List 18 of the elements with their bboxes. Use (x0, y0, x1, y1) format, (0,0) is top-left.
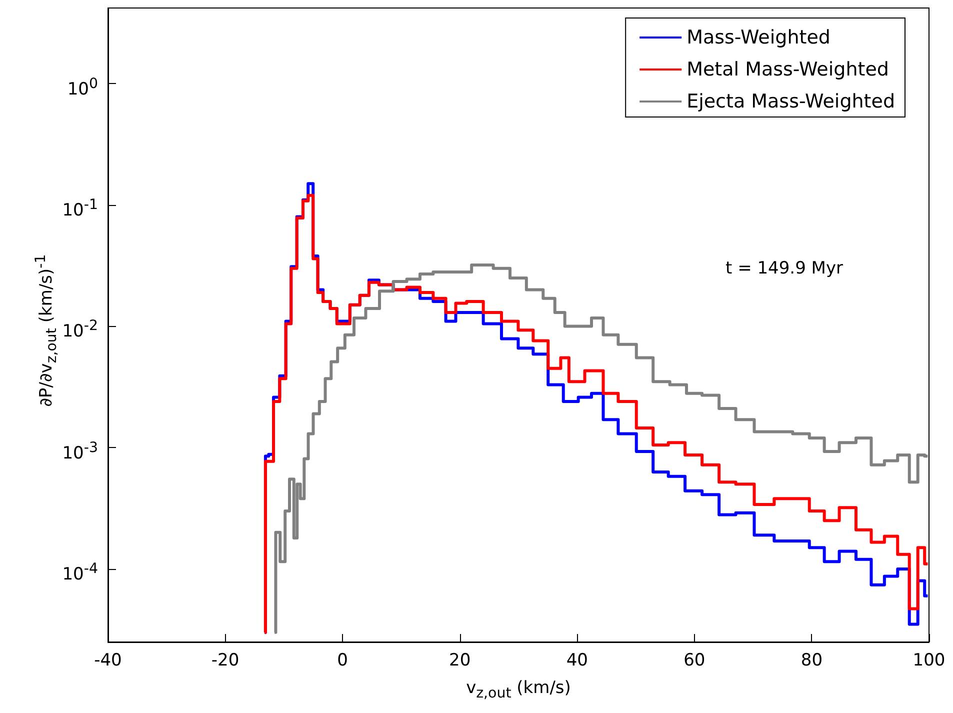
legend-label: Ejecta Mass-Weighted (686, 90, 896, 112)
x-tick-label: 60 (684, 650, 706, 670)
x-tick-label: 100 (912, 650, 946, 670)
y-tick-label: 10$^{-4}$ (62, 560, 98, 586)
y-tick-label: 10$^{0}$ (67, 74, 98, 100)
y-tick-label: 10$^{-2}$ (62, 317, 98, 343)
annotation: t = 149.9 Myr (725, 258, 844, 278)
x-tick-label: 80 (800, 650, 823, 670)
x-tick-label: 40 (566, 650, 588, 670)
x-tick-label: -40 (94, 650, 122, 670)
legend-label: Mass-Weighted (686, 26, 830, 48)
x-tick-label: -20 (211, 650, 240, 670)
y-tick-label: 10$^{-1}$ (62, 196, 98, 222)
legend-label: Metal Mass-Weighted (686, 58, 889, 80)
y-tick-label: 10$^{-3}$ (62, 438, 98, 464)
x-axis-title: v$_{z,out}$ (km/s) (466, 678, 571, 702)
x-tick-label: 0 (337, 650, 348, 670)
x-tick-label: 20 (449, 650, 471, 670)
